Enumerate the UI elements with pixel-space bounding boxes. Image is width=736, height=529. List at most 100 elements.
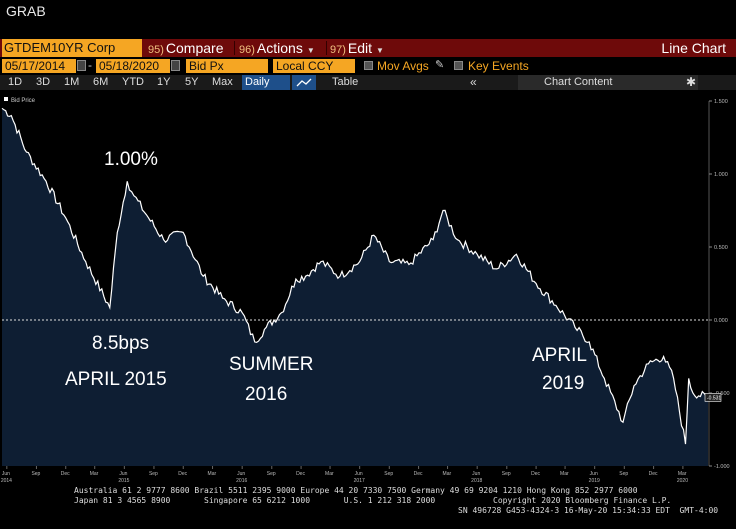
period-button[interactable]: 1Y bbox=[157, 76, 171, 88]
annotation-summer: SUMMER bbox=[229, 354, 313, 375]
x-tick-label: Sep bbox=[31, 471, 40, 477]
command-toolbar: GTDEM10YR Corp 95) Compare 96) Actions ▼ 97… bbox=[0, 39, 736, 57]
window-title: GRAB bbox=[6, 3, 46, 19]
view-title: Line Chart bbox=[661, 40, 726, 56]
gear-icon[interactable]: ✱ bbox=[686, 75, 697, 89]
end-date-field[interactable]: 05/18/2020 bbox=[96, 59, 170, 73]
x-tick-label: Dec bbox=[649, 471, 658, 477]
line-style-button[interactable] bbox=[292, 75, 316, 90]
annotation-low2015: 8.5bps bbox=[92, 333, 149, 354]
annotation-summer_b: 2016 bbox=[245, 384, 287, 405]
x-tick-label: Mar bbox=[90, 471, 99, 477]
annotation-peak: 1.00% bbox=[104, 149, 158, 170]
period-button[interactable]: 1M bbox=[64, 76, 80, 88]
calendar-icon[interactable] bbox=[171, 60, 180, 71]
chart-content-label: Chart Content bbox=[544, 76, 613, 88]
legend-label: Bid Price bbox=[11, 98, 36, 104]
chevron-down-icon: ▼ bbox=[306, 46, 315, 55]
x-tick-label: Mar bbox=[443, 471, 452, 477]
compare-number: 95) bbox=[148, 44, 164, 56]
x-tick-label: Jun bbox=[590, 471, 598, 477]
line-chart[interactable]: Bid Price 1.500 1.000 0.500 0.000 -0.500 -1.00… bbox=[0, 91, 736, 486]
x-year-label: 2019 bbox=[589, 478, 600, 484]
x-tick-label: Dec bbox=[296, 471, 305, 477]
table-button[interactable]: Table bbox=[332, 76, 359, 88]
collapse-icon[interactable]: « bbox=[470, 75, 477, 89]
y-tick-label: 0.000 bbox=[714, 318, 728, 324]
compare-label: Compare bbox=[165, 40, 224, 56]
annotation-low2015b: APRIL 2015 bbox=[65, 369, 167, 390]
toolbar-divider bbox=[326, 41, 327, 55]
edit-number: 97) bbox=[330, 44, 346, 56]
edit-label: Edit bbox=[347, 40, 373, 56]
key-events-checkbox[interactable] bbox=[454, 61, 463, 70]
mov-avgs-label: Mov Avgs bbox=[377, 59, 429, 73]
currency-select[interactable]: Local CCY bbox=[273, 59, 355, 73]
y-tick-label: 0.500 bbox=[714, 245, 728, 251]
last-value-tag bbox=[704, 393, 722, 402]
line-chart-icon bbox=[296, 78, 312, 87]
compare-button[interactable]: 95) Compare bbox=[148, 39, 224, 57]
x-tick-label: Sep bbox=[502, 471, 511, 477]
edit-button[interactable]: 97) Edit ▼ bbox=[330, 39, 384, 57]
price-field-select[interactable]: Bid Px bbox=[186, 59, 268, 73]
y-tick-label: -0.500 bbox=[714, 391, 730, 397]
x-tick-label: Jun bbox=[355, 471, 363, 477]
footer-session: SN 496728 G453-4324-3 16-May-20 15:34:33… bbox=[458, 506, 719, 515]
x-year-label: 2017 bbox=[354, 478, 365, 484]
x-tick-label: Jun bbox=[119, 471, 127, 477]
period-button[interactable]: 5Y bbox=[185, 76, 199, 88]
key-events-label: Key Events bbox=[468, 59, 529, 73]
x-tick-label: Sep bbox=[619, 471, 628, 477]
period-button[interactable]: 1D bbox=[8, 76, 23, 88]
x-tick-label: Sep bbox=[149, 471, 158, 477]
toolbar-divider bbox=[234, 41, 235, 55]
period-button[interactable]: YTD bbox=[122, 76, 144, 88]
period-button[interactable]: 3D bbox=[36, 76, 51, 88]
x-tick-label: Mar bbox=[325, 471, 334, 477]
pencil-icon[interactable]: ✎ bbox=[435, 59, 445, 71]
y-tick-label: 1.000 bbox=[714, 172, 728, 178]
x-tick-label: Mar bbox=[560, 471, 569, 477]
series-area bbox=[2, 108, 708, 467]
period-button[interactable]: 6M bbox=[93, 76, 109, 88]
y-tick-label: 1.500 bbox=[714, 99, 728, 105]
annotation-apr2019_b: 2019 bbox=[542, 373, 584, 394]
period-toolbar: 1D 3D 1M 6M YTD 1Y 5Y Max Daily Table « … bbox=[0, 75, 736, 90]
footer-contacts-2: Japan 81 3 4565 8900 Singapore 65 6212 1… bbox=[74, 496, 672, 505]
mov-avgs-checkbox[interactable] bbox=[364, 61, 373, 70]
x-tick-label: Dec bbox=[178, 471, 187, 477]
x-tick-label: Jun bbox=[472, 471, 480, 477]
x-year-label: 2018 bbox=[471, 478, 482, 484]
x-tick-label: Mar bbox=[208, 471, 217, 477]
footer-contacts: Australia 61 2 9777 8600 Brazil 5511 239… bbox=[74, 486, 638, 495]
x-year-label: 2015 bbox=[118, 478, 129, 484]
annotation-apr2019: APRIL bbox=[532, 345, 587, 366]
range-toolbar: 05/17/2014 - 05/18/2020 Bid Px Local CCY… bbox=[0, 58, 736, 74]
x-tick-label: Jun bbox=[2, 471, 10, 477]
x-tick-label: Jun bbox=[237, 471, 245, 477]
frequency-select[interactable]: Daily bbox=[242, 75, 290, 90]
actions-label: Actions bbox=[256, 40, 303, 56]
x-tick-label: Sep bbox=[267, 471, 276, 477]
x-year-label: 2016 bbox=[236, 478, 247, 484]
x-tick-label: Mar bbox=[678, 471, 687, 477]
start-date-field[interactable]: 05/17/2014 bbox=[2, 59, 76, 73]
legend-swatch bbox=[4, 97, 8, 101]
x-year-label: 2020 bbox=[677, 478, 688, 484]
chevron-down-icon: ▼ bbox=[376, 46, 384, 55]
x-year-label: 2014 bbox=[1, 478, 12, 484]
last-value-label: -0.531 bbox=[707, 395, 721, 401]
actions-number: 96) bbox=[239, 44, 255, 56]
calendar-icon[interactable] bbox=[77, 60, 86, 71]
y-tick-label: -1.000 bbox=[714, 464, 730, 470]
x-tick-label: Dec bbox=[414, 471, 423, 477]
ticker-field[interactable]: GTDEM10YR Corp bbox=[2, 39, 142, 57]
actions-button[interactable]: 96) Actions ▼ bbox=[239, 39, 315, 57]
x-tick-label: Dec bbox=[531, 471, 540, 477]
x-tick-label: Dec bbox=[61, 471, 70, 477]
series-line bbox=[1, 107, 709, 445]
x-tick-label: Sep bbox=[384, 471, 393, 477]
chart-content-panel[interactable] bbox=[518, 75, 698, 90]
period-button[interactable]: Max bbox=[212, 76, 233, 88]
